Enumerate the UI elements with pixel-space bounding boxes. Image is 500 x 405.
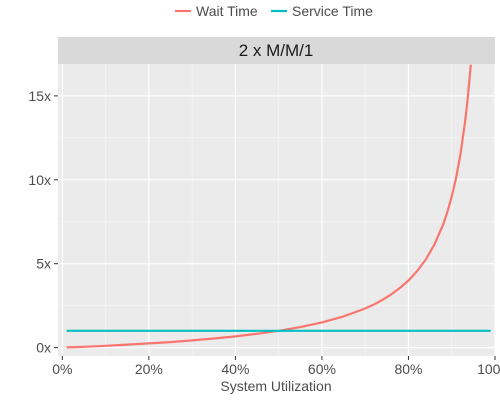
y-tick-label: 10x — [28, 172, 51, 188]
x-tick-label: 60% — [308, 361, 336, 377]
facet-strip — [58, 37, 495, 64]
legend: Wait Time Service Time — [175, 3, 373, 19]
x-axis-title: System Utilization — [220, 378, 331, 394]
x-tick-label: 100% — [477, 361, 500, 377]
axes-layer: 0% 20% 40% 60% 80% 100% 0x 5x 10x 15x — [28, 88, 500, 377]
y-tick-label: 5x — [36, 256, 51, 272]
x-tick-label: 0% — [52, 361, 72, 377]
plot-panel — [58, 64, 495, 356]
legend-label: Service Time — [292, 3, 373, 19]
series-layer — [66, 64, 491, 349]
x-tick-label: 40% — [221, 361, 249, 377]
series-line-wait-time — [66, 64, 472, 349]
x-tick-label: 20% — [135, 361, 163, 377]
y-tick-label: 15x — [28, 88, 51, 104]
grid-major — [58, 64, 496, 356]
grid-minor — [58, 64, 495, 356]
legend-label: Wait Time — [196, 3, 258, 19]
y-tick-label: 0x — [36, 340, 51, 356]
x-tick-label: 80% — [394, 361, 422, 377]
facet-title: 2 x M/M/1 — [239, 41, 314, 60]
